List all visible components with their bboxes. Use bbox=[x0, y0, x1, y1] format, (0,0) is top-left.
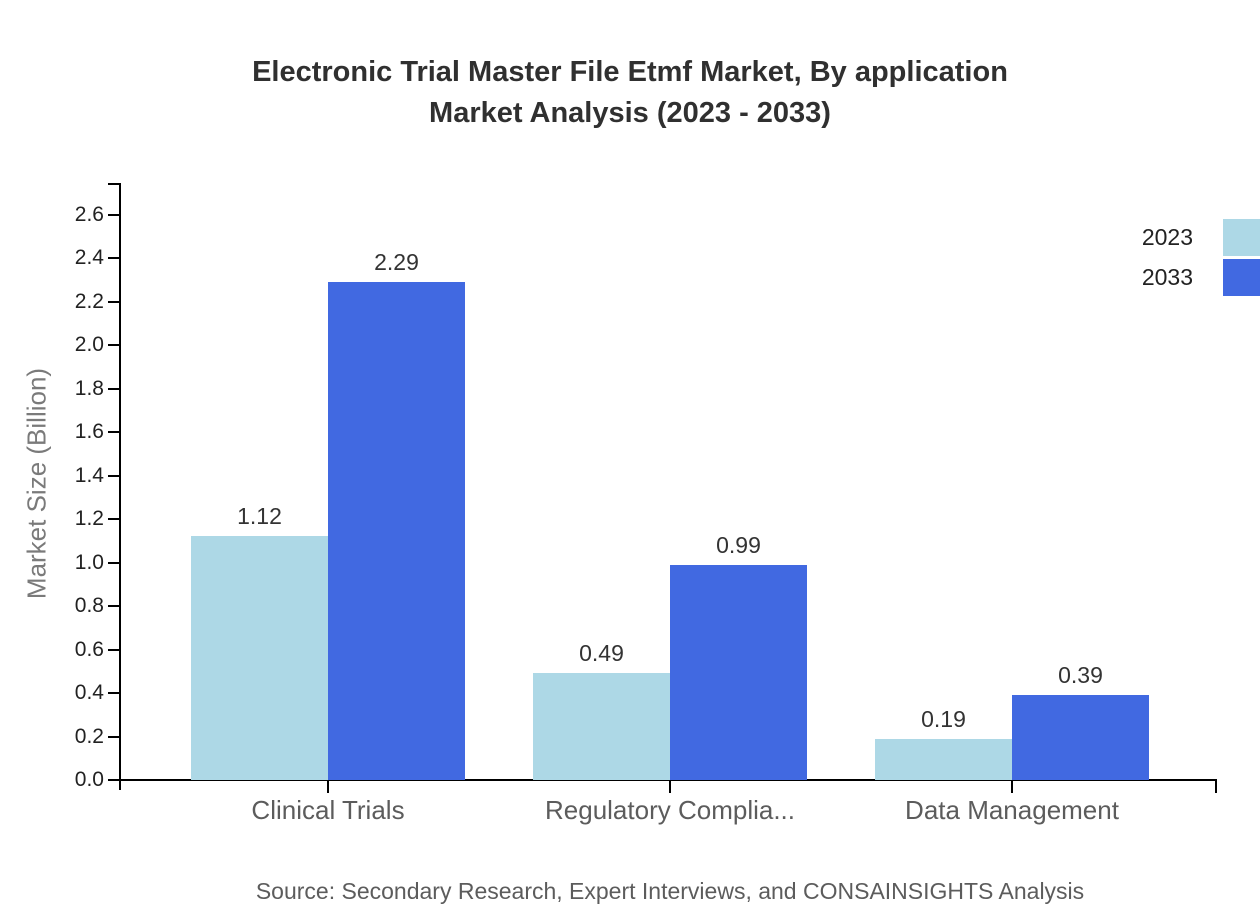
y-tick-label: 0.0 bbox=[74, 768, 104, 791]
y-tick-mark bbox=[108, 431, 121, 433]
legend: 2023 2033 bbox=[1000, 219, 1260, 299]
y-tick-mark bbox=[108, 344, 121, 346]
y-axis-top-cap-tick bbox=[108, 183, 121, 185]
bar-value-label: 0.39 bbox=[1058, 662, 1103, 689]
bar-2033-Regulatory Complia... bbox=[670, 564, 807, 780]
chart-title-line1: Electronic Trial Master File Etmf Market… bbox=[252, 56, 1008, 88]
y-tick-mark bbox=[108, 561, 121, 564]
y-tick-label: 1.8 bbox=[74, 376, 104, 400]
y-tick-label: 0.6 bbox=[74, 637, 104, 661]
source-note: Source: Secondary Research, Expert Inter… bbox=[255, 878, 1085, 904]
bar-2023-Data Management bbox=[875, 738, 1012, 780]
bar-value-label: 0.19 bbox=[921, 705, 966, 732]
bar-2033-Data Management bbox=[1012, 695, 1149, 780]
y-tick-mark bbox=[108, 474, 121, 477]
x-category-label: Clinical Trials bbox=[251, 795, 405, 825]
y-tick-label: 0.2 bbox=[74, 724, 104, 748]
y-tick-mark bbox=[108, 213, 121, 216]
y-axis-line bbox=[119, 183, 121, 790]
legend-label: 2023 bbox=[1141, 224, 1193, 250]
bar-2033-Clinical Trials bbox=[328, 281, 465, 780]
bar-value-label: 0.49 bbox=[579, 640, 624, 667]
legend-item-2033: 2033 bbox=[1000, 259, 1260, 296]
chart-title: Electronic Trial Master File Etmf Market… bbox=[0, 52, 1260, 134]
bar-2023-Regulatory Complia... bbox=[533, 673, 670, 780]
y-tick-label: 1.0 bbox=[74, 550, 104, 574]
y-tick-mark bbox=[108, 300, 121, 303]
bar-value-label: 2.29 bbox=[374, 248, 419, 275]
y-tick-label: 2.2 bbox=[74, 289, 104, 313]
bar-value-label: 1.12 bbox=[237, 503, 282, 530]
y-tick-label: 0.4 bbox=[74, 681, 104, 704]
x-axis-right-cap-tick bbox=[1215, 781, 1217, 793]
y-tick-mark bbox=[108, 648, 121, 651]
x-axis-line bbox=[119, 779, 1217, 781]
y-tick-label: 2.4 bbox=[74, 246, 104, 269]
legend-item-2023: 2023 bbox=[1000, 219, 1260, 256]
y-tick-mark bbox=[108, 692, 121, 694]
legend-swatch-icon bbox=[1223, 259, 1260, 296]
y-tick-label: 2.0 bbox=[74, 333, 104, 356]
bar-2023-Clinical Trials bbox=[191, 536, 328, 780]
y-tick-label: 1.4 bbox=[74, 463, 104, 487]
x-tick-mark bbox=[669, 781, 671, 793]
x-category-label: Data Management bbox=[905, 795, 1119, 825]
y-tick-mark bbox=[108, 605, 121, 607]
x-tick-mark bbox=[1011, 781, 1013, 793]
x-category-label: Regulatory Complia... bbox=[545, 795, 795, 825]
y-tick-mark bbox=[108, 257, 121, 259]
y-tick-label: 1.6 bbox=[74, 420, 104, 443]
y-tick-mark bbox=[108, 387, 121, 390]
y-tick-label: 1.2 bbox=[74, 507, 104, 530]
x-tick-mark bbox=[327, 781, 329, 793]
legend-label: 2033 bbox=[1141, 264, 1193, 290]
y-tick-mark bbox=[108, 779, 121, 781]
y-tick-label: 0.8 bbox=[74, 594, 104, 617]
y-tick-label: 2.6 bbox=[74, 202, 104, 226]
bar-value-label: 0.99 bbox=[716, 531, 761, 558]
legend-swatch-icon bbox=[1223, 219, 1260, 256]
chart-title-line2: Market Analysis (2023 - 2033) bbox=[429, 97, 831, 129]
y-tick-mark bbox=[108, 735, 121, 738]
y-tick-mark bbox=[108, 518, 121, 520]
